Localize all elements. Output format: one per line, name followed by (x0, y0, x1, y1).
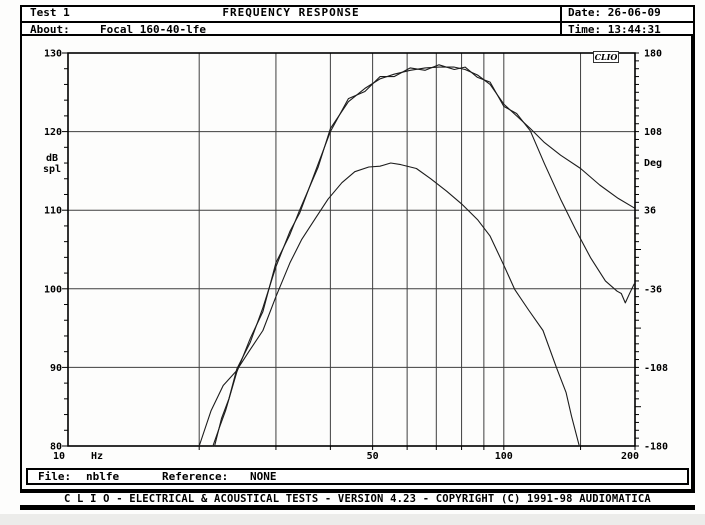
file-label: File: (38, 470, 72, 483)
header-time-cell: Time: 13:44:31 (560, 20, 693, 34)
y-right-tick-label: 180 (644, 49, 662, 60)
y-right-tick-label: -108 (644, 363, 668, 374)
header-row1-left: Test 1 FREQUENCY RESPONSE (22, 7, 560, 21)
y-right-tick-label: 108 (644, 127, 662, 138)
y-left-tick-label: 120 (44, 127, 62, 138)
header-date-cell: Date: 26-06-09 (560, 7, 693, 21)
y-left-axis-unit: spl (43, 164, 61, 175)
y-left-tick-label: 110 (44, 206, 62, 217)
screen-left-border (20, 5, 22, 508)
y-right-tick-label: -180 (644, 442, 668, 453)
y-right-axis-unit: Deg (644, 158, 662, 169)
date-value: Date: 26-06-09 (568, 7, 661, 19)
file-bar: File: nblfe Reference: NONE (26, 468, 689, 485)
curve-lower-trace (198, 162, 580, 447)
clio-logo-badge: CLIO (593, 51, 619, 63)
y-left-tick-label: 100 (44, 284, 62, 295)
about-value: Focal 160-40-lfe (100, 22, 206, 34)
curve-magnitude-trace-1 (212, 66, 635, 447)
file-value: nblfe (86, 470, 120, 483)
status-bar: C L I O - ELECTRICAL & ACOUSTICAL TESTS … (20, 489, 695, 510)
page-title: FREQUENCY RESPONSE (222, 7, 360, 19)
plot-frame (67, 52, 636, 447)
about-label: About: (30, 22, 70, 34)
y-right-tick-label: -36 (644, 284, 662, 295)
y-left-tick-label: 80 (50, 442, 62, 453)
y-left-tick-label: 90 (50, 363, 62, 374)
y-left-tick-label: 130 (44, 49, 62, 60)
header-about-cell: About: Focal 160-40-lfe (22, 20, 560, 34)
x-tick-label: 50 (367, 451, 379, 462)
y-left-axis-unit: dB (46, 153, 58, 164)
curve-magnitude-trace-2 (214, 64, 635, 447)
y-right-tick-label: 36 (644, 206, 656, 217)
page-bottom-strip (0, 514, 705, 525)
screen-right-border (691, 5, 695, 509)
time-value: Time: 13:44:31 (568, 22, 661, 34)
x-tick-label: 100 (495, 451, 513, 462)
test-label: Test 1 (30, 7, 70, 19)
reference-label: Reference: (162, 470, 229, 483)
x-tick-label: 10 (53, 451, 65, 462)
reference-value: NONE (250, 470, 277, 483)
header: Test 1 FREQUENCY RESPONSE Date: 26-06-09… (20, 5, 695, 36)
x-tick-label: 200 (621, 451, 639, 462)
x-axis-unit: Hz (91, 451, 103, 462)
